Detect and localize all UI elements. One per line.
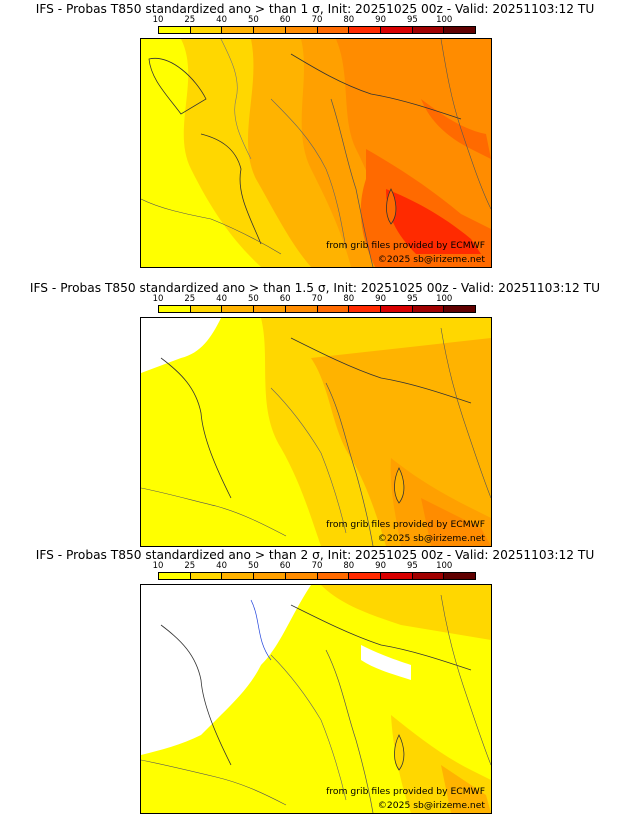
colorbar-segment (286, 573, 318, 579)
colorbar-label: 95 (407, 295, 418, 304)
colorbar-segment (191, 27, 223, 33)
colorbar-segment (222, 27, 254, 33)
panel-title: IFS - Probas T850 standardized ano > tha… (0, 281, 630, 295)
colorbar-segment (159, 27, 191, 33)
colorbar-segment (159, 573, 191, 579)
colorbar-segment (318, 573, 350, 579)
colorbar-label: 90 (375, 295, 386, 304)
colorbar-label: 40 (216, 295, 227, 304)
colorbar-segment (349, 573, 381, 579)
colorbar-label: 80 (343, 295, 354, 304)
colorbar-label: 40 (216, 562, 227, 571)
colorbar-segment (413, 27, 445, 33)
colorbar-label: 100 (436, 295, 452, 304)
colorbar-segment (318, 306, 350, 312)
colorbar-label: 25 (184, 562, 195, 571)
map-panel-2-sigma: IFS - Probas T850 standardized ano > tha… (0, 548, 630, 818)
data-source-credit: from grib files provided by ECMWF (326, 519, 485, 530)
colorbar-label: 80 (343, 16, 354, 25)
map-panel-1-5-sigma: IFS - Probas T850 standardized ano > tha… (0, 281, 630, 551)
colorbar-label: 40 (216, 16, 227, 25)
colorbar-label: 100 (436, 562, 452, 571)
data-source-credit: from grib files provided by ECMWF (326, 786, 485, 797)
probability-map: from grib files provided by ECMWF ©2025 … (140, 317, 492, 547)
colorbar-label: 90 (375, 562, 386, 571)
map-panel-1-sigma: IFS - Probas T850 standardized ano > tha… (0, 2, 630, 272)
colorbar-segment (349, 27, 381, 33)
colorbar-label: 80 (343, 562, 354, 571)
colorbar-label: 70 (312, 295, 323, 304)
colorbar-label: 60 (280, 295, 291, 304)
colorbar-label: 50 (248, 16, 259, 25)
colorbar-label: 50 (248, 562, 259, 571)
colorbar-label: 10 (153, 16, 164, 25)
colorbar (158, 305, 476, 313)
colorbar-segment (286, 27, 318, 33)
colorbar-segment (222, 306, 254, 312)
colorbar-segment (413, 306, 445, 312)
colorbar-label: 25 (184, 16, 195, 25)
colorbar-labels: 10 25 40 50 60 70 80 90 95 100 (158, 16, 476, 26)
colorbar-segment (413, 573, 445, 579)
colorbar-segment (254, 573, 286, 579)
colorbar-segment (222, 573, 254, 579)
colorbar (158, 572, 476, 580)
data-source-credit: from grib files provided by ECMWF (326, 240, 485, 251)
copyright-credit: ©2025 sb@irizeme.net (378, 533, 485, 544)
colorbar-label: 50 (248, 295, 259, 304)
colorbar-label: 70 (312, 562, 323, 571)
colorbar-segment (444, 306, 475, 312)
colorbar-label: 10 (153, 562, 164, 571)
colorbar-segment (444, 573, 475, 579)
colorbar-label: 10 (153, 295, 164, 304)
colorbar-segment (159, 306, 191, 312)
colorbar-segment (254, 306, 286, 312)
colorbar-segment (318, 27, 350, 33)
colorbar-segment (444, 27, 475, 33)
colorbar-label: 25 (184, 295, 195, 304)
colorbar-label: 90 (375, 16, 386, 25)
colorbar-segment (381, 306, 413, 312)
colorbar-labels: 10 25 40 50 60 70 80 90 95 100 (158, 562, 476, 572)
colorbar-labels: 10 25 40 50 60 70 80 90 95 100 (158, 295, 476, 305)
colorbar (158, 26, 476, 34)
colorbar-segment (286, 306, 318, 312)
probability-map: from grib files provided by ECMWF ©2025 … (140, 38, 492, 268)
colorbar-segment (349, 306, 381, 312)
colorbar-label: 60 (280, 16, 291, 25)
colorbar-segment (191, 306, 223, 312)
colorbar-label: 100 (436, 16, 452, 25)
copyright-credit: ©2025 sb@irizeme.net (378, 800, 485, 811)
colorbar-segment (381, 573, 413, 579)
panel-title: IFS - Probas T850 standardized ano > tha… (0, 548, 630, 562)
colorbar-label: 70 (312, 16, 323, 25)
colorbar-segment (254, 27, 286, 33)
colorbar-label: 95 (407, 16, 418, 25)
colorbar-segment (381, 27, 413, 33)
probability-map: from grib files provided by ECMWF ©2025 … (140, 584, 492, 814)
colorbar-segment (191, 573, 223, 579)
copyright-credit: ©2025 sb@irizeme.net (378, 254, 485, 265)
colorbar-label: 60 (280, 562, 291, 571)
panel-title: IFS - Probas T850 standardized ano > tha… (0, 2, 630, 16)
colorbar-label: 95 (407, 562, 418, 571)
